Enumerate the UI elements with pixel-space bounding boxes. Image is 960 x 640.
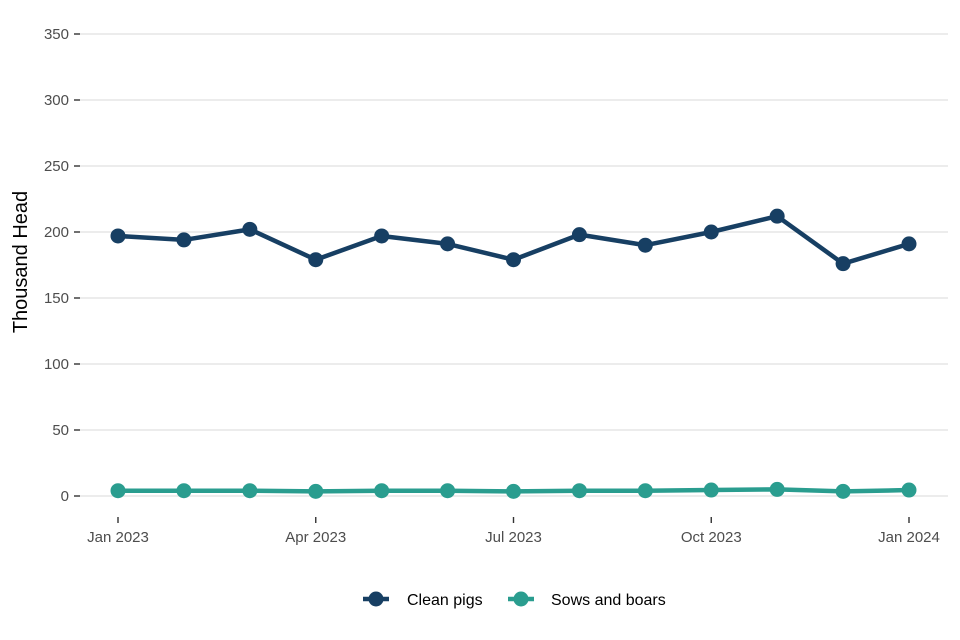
series-sows-and-boars [110, 481, 917, 499]
x-tick-label: Jan 2023 [87, 529, 149, 546]
legend-key-point [368, 591, 384, 607]
y-axis-title: Thousand Head [10, 191, 32, 333]
data-point [571, 483, 587, 499]
data-point [308, 252, 324, 268]
data-point [637, 237, 653, 253]
legend-item: Clean pigs [363, 591, 483, 609]
x-tick-label: Apr 2023 [285, 529, 346, 546]
data-point [440, 483, 456, 499]
data-point [571, 227, 587, 243]
y-tick-label: 200 [44, 224, 69, 241]
data-point [374, 483, 390, 499]
data-point [835, 256, 851, 272]
legend-label: Clean pigs [407, 592, 483, 609]
legend-key-point [513, 591, 529, 607]
y-tick-label: 250 [44, 158, 69, 175]
data-point [506, 252, 521, 268]
data-point [901, 236, 917, 252]
data-point [637, 483, 653, 499]
data-point [374, 228, 390, 244]
legend-item: Sows and boars [508, 591, 666, 609]
data-point [176, 232, 192, 248]
data-point [901, 482, 917, 498]
data-point [440, 236, 456, 252]
data-point [110, 483, 126, 499]
data-point [703, 482, 719, 498]
data-point [769, 208, 785, 224]
y-tick-label: 50 [52, 422, 69, 439]
data-point [110, 228, 126, 244]
y-tick-label: 350 [44, 26, 69, 43]
x-tick-label: Oct 2023 [681, 529, 742, 546]
data-point [308, 483, 324, 499]
data-point [242, 483, 258, 499]
data-point [769, 481, 785, 497]
data-point [703, 224, 719, 240]
legend: Clean pigs Sows and boars [363, 591, 666, 609]
y-tick-label: 100 [44, 356, 69, 373]
data-point [506, 483, 521, 499]
x-tick-label: Jul 2023 [485, 529, 542, 546]
series-clean-pigs [110, 208, 917, 272]
y-tick-label: 300 [44, 92, 69, 109]
x-tick-label: Jan 2024 [878, 529, 940, 546]
legend-label: Sows and boars [551, 592, 666, 609]
data-point [835, 483, 851, 499]
series-layer [110, 208, 917, 499]
data-point [242, 221, 258, 237]
x-axis: Jan 2023 Apr 2023 Jul 2023 Oct 2023 Jan 2024 [87, 517, 940, 546]
data-point [176, 483, 192, 499]
y-axis: 0 50 100 150 200 250 300 350 [44, 26, 80, 505]
y-tick-label: 150 [44, 290, 69, 307]
y-tick-label: 0 [61, 488, 69, 505]
